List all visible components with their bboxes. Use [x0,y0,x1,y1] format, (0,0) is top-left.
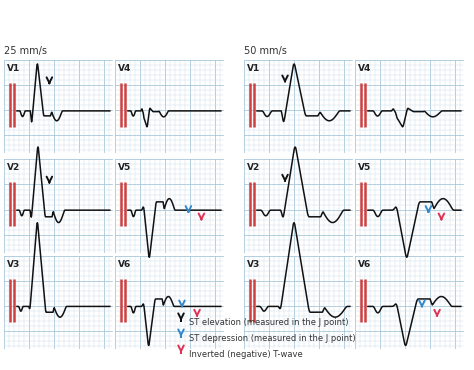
Text: 50 mm/s: 50 mm/s [244,46,287,56]
Text: V3: V3 [247,260,260,269]
Text: 25 mm/s: 25 mm/s [4,46,47,56]
Text: V4: V4 [118,64,131,73]
Text: ST elevation (measured in the J point): ST elevation (measured in the J point) [189,318,348,327]
Text: V6: V6 [118,260,131,269]
Text: V5: V5 [118,164,131,172]
Text: V5: V5 [358,164,371,172]
Text: Inverted (negative) T-wave: Inverted (negative) T-wave [189,350,303,360]
Text: V4: V4 [358,64,371,73]
Text: Left bundle branch block at two different paper speeds: Left bundle branch block at two differen… [6,7,374,20]
Text: V3: V3 [7,260,20,269]
Text: V2: V2 [247,164,260,172]
Text: V6: V6 [358,260,371,269]
Text: V2: V2 [7,164,20,172]
Text: V1: V1 [247,64,260,73]
Text: ST depression (measured in the J point): ST depression (measured in the J point) [189,334,356,343]
Text: V1: V1 [7,64,20,73]
